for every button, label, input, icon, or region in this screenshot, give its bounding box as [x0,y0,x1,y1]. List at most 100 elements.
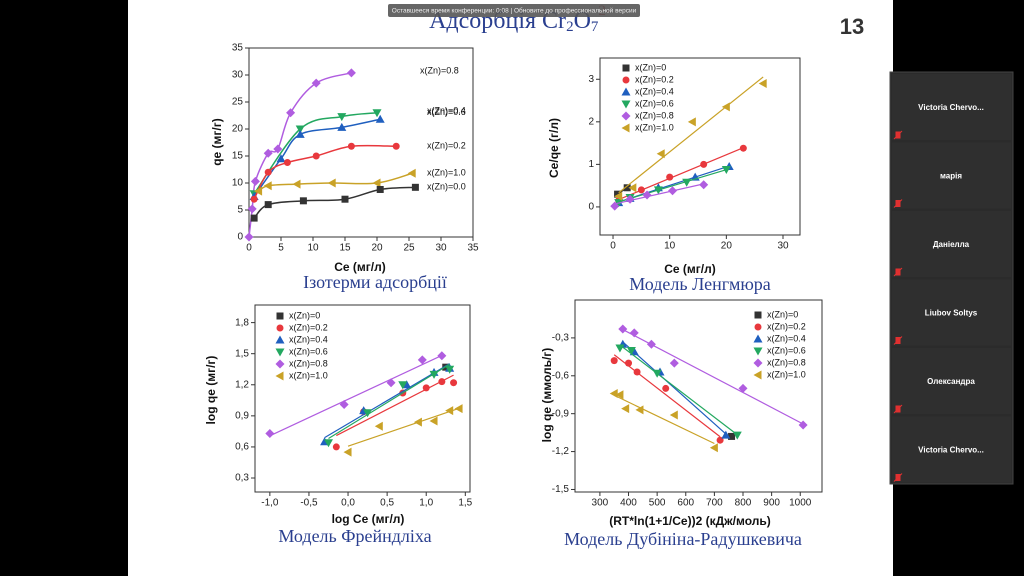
slide [128,0,893,576]
legend-label: x(Zn)=0 [635,62,666,72]
data-point [250,214,258,222]
data-point [429,370,439,379]
participant-tile[interactable] [892,211,1011,277]
x-tick-label: 1,5 [458,498,472,509]
data-point [276,154,286,163]
data-point [445,365,455,374]
data-point [637,186,645,194]
legend-label: x(Zn)=1.0 [767,369,806,379]
data-point [626,347,636,356]
data-point [758,79,767,89]
y-axis-label: qe (мг/г) [210,118,224,166]
x-axis-label: Ce (мг/л) [664,262,716,276]
data-point [407,168,416,178]
x-tick-label: 500 [649,498,666,509]
legend-label: x(Zn)=0.4 [289,334,328,344]
data-point [652,369,662,378]
data-point [254,186,263,196]
participant-tile[interactable] [892,416,1011,483]
legend-marker [275,348,285,357]
y-tick-label: 35 [232,43,244,54]
mic-muted-icon [893,473,903,482]
data-point [721,430,731,439]
data-point [337,113,347,122]
legend-label: x(Zn)=0.4 [635,86,674,96]
data-point [263,148,273,158]
participant-tile[interactable] [892,348,1011,414]
x-tick-label: 900 [763,498,780,509]
series-label: x(Zn)=0.0 [427,182,466,192]
y-tick-label: 0,3 [235,473,249,484]
plot-frame [574,299,823,493]
fit-line [336,374,454,437]
fit-line [324,363,450,439]
legend-marker [276,312,284,320]
banner[interactable]: Оставшееся время конференции: 0:08 | Обн… [392,7,637,15]
data-point [709,443,718,453]
legend-marker [753,347,763,356]
series-label: x(Zn)=0.8 [420,65,459,75]
y-tick-label: 1,2 [235,379,249,390]
data-point [332,443,340,451]
x-tick-label: -0,5 [300,498,318,509]
plot-frame [599,57,801,236]
x-tick-label: 400 [620,498,637,509]
x-tick-label: 1000 [789,498,812,509]
legend-label: x(Zn)=0.8 [289,358,328,368]
banner-bg [388,4,640,17]
legend-marker [754,323,762,331]
data-point [372,109,382,118]
legend-marker [275,335,285,344]
data-point [263,181,272,191]
y-tick-label: -1,2 [552,446,570,457]
mic-muted-icon [893,267,903,277]
data-point [295,125,305,134]
x-tick-label: 0,5 [380,498,394,509]
slide-number: 13 [840,14,864,39]
data-point [732,431,742,440]
y-tick-label: -0,9 [552,408,570,419]
fit-line [618,76,764,194]
fit-line [613,354,721,438]
title-sub: 2 [566,19,574,35]
y-tick-label: 1,5 [235,348,249,359]
y-tick-label: 3 [588,74,594,85]
data-point [376,185,384,193]
data-point [623,184,631,192]
data-point [247,204,257,214]
data-point [699,180,709,190]
data-point [700,160,708,168]
participant-tile[interactable] [892,74,1011,140]
series-label: x(Zn)=0.6 [427,107,466,117]
data-point [363,409,373,418]
mic-muted-icon [893,199,903,208]
series-label: x(Zn)=0.2 [427,141,466,151]
data-point [629,328,639,338]
x-axis-label: log Ce (мг/л) [332,512,405,526]
y-axis-label: Ce/qe (г/л) [547,118,561,178]
participant-tile[interactable] [892,279,1011,346]
data-point [618,324,628,334]
y-tick-label: 20 [232,124,244,135]
data-point [299,197,307,205]
data-point [417,355,427,365]
mic-muted-icon [893,336,903,345]
y-tick-label: 0 [588,202,594,213]
data-point [264,201,272,209]
data-point [628,183,637,193]
legend-marker [276,324,284,332]
y-tick-label: 30 [232,70,244,81]
fit-line [328,363,450,440]
data-point [392,142,400,150]
participant-tile[interactable] [892,142,1011,209]
fit-line [613,394,715,445]
data-point [327,178,336,188]
legend-label: x(Zn)=0.2 [635,74,674,84]
y-tick-label: 2 [588,116,594,127]
participant-name: марія [940,172,962,181]
x-tick-label: 700 [706,498,723,509]
legend-marker [622,64,630,72]
data-point [738,383,748,393]
data-point [728,432,736,440]
